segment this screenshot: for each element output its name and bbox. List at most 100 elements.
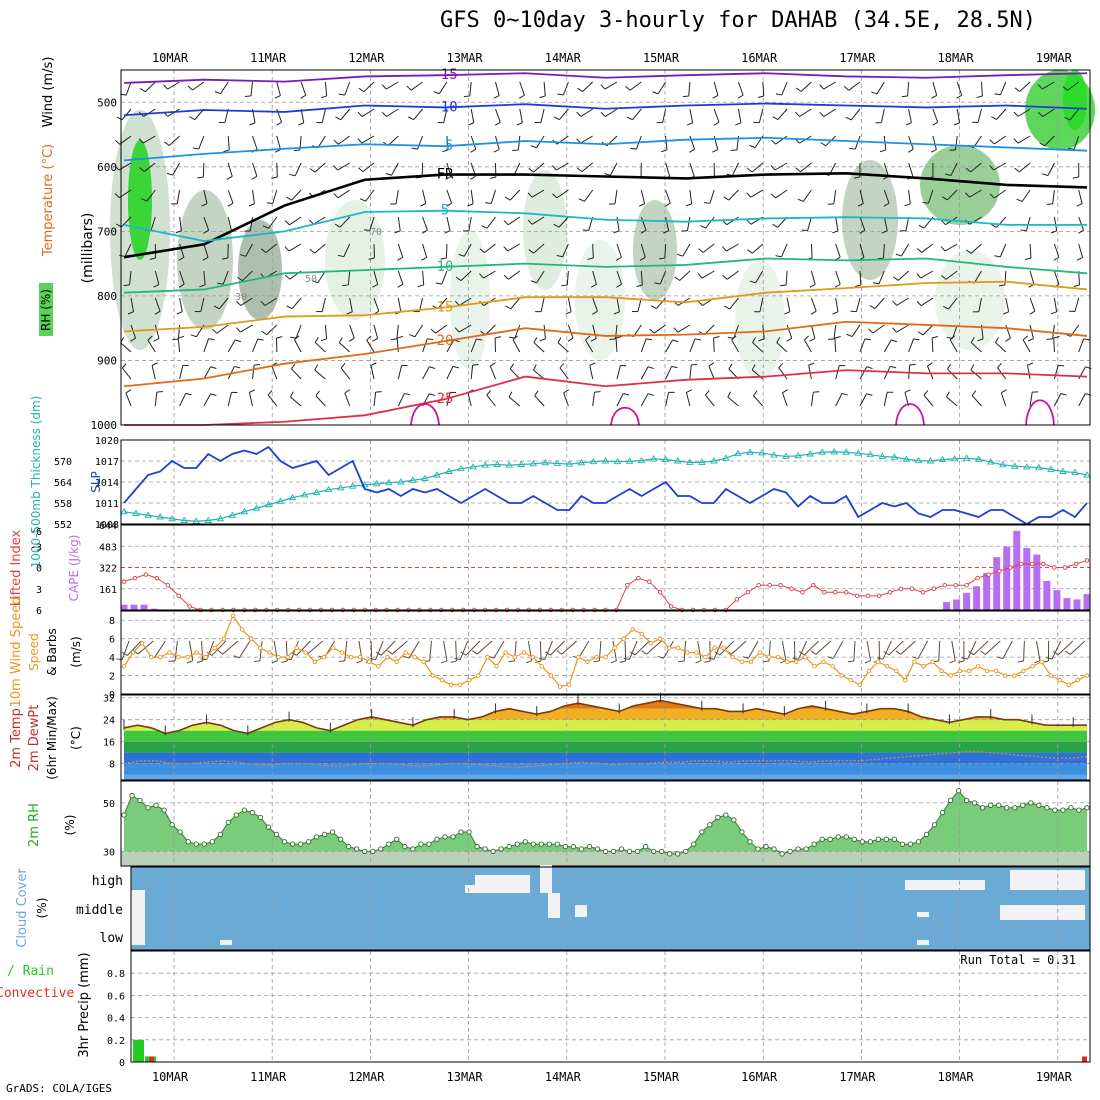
wind-barb-flag (686, 389, 693, 393)
isotherm-label: 15 (437, 300, 454, 316)
wind-speed-line-point (948, 673, 953, 678)
wind-barb-flag (1053, 256, 1060, 261)
wind-barb (1021, 189, 1031, 202)
wind-barb-flag (489, 176, 496, 179)
wind-barb-10m-flag (949, 660, 956, 664)
thickness-line-point (722, 454, 730, 461)
wind-barb-10m-flag (196, 660, 203, 663)
wind-barb-flag (504, 196, 511, 201)
lifted-index-axis-label: Lifted Index (9, 529, 24, 606)
wind-barb (463, 243, 472, 257)
wind-barb (810, 297, 817, 312)
wind-barb-flag (125, 389, 132, 394)
thickness-line-point (481, 461, 489, 468)
wind-barb-flag (1053, 336, 1060, 339)
thickness-line-point (385, 478, 393, 486)
wind-barb-flag (563, 389, 570, 394)
rh-line-point (193, 841, 199, 847)
wind-barb-flag (1029, 310, 1036, 315)
rh-line-point (723, 812, 729, 818)
thickness-line-point (698, 458, 706, 465)
wind-barb-flag (358, 87, 365, 93)
wind-barb-10m-flag (763, 660, 770, 663)
thickness-line-point (661, 455, 670, 463)
wind-speed-line-point (639, 631, 645, 637)
wind-barb-flag (841, 393, 848, 396)
wind-barb-flag (674, 276, 680, 281)
rh-line-point (707, 822, 713, 828)
precip-total-bar (133, 1039, 144, 1062)
wind-barb-flag (1016, 198, 1023, 202)
pressure-tick: 700 (97, 225, 117, 238)
wind-barb-flag (236, 327, 241, 333)
wind-barb (978, 297, 982, 312)
isotherm--5 (123, 136, 1088, 162)
lifted-index-line-point (898, 586, 904, 592)
wind-speed-line-point (1084, 673, 1090, 678)
wind-barb (290, 396, 302, 407)
rh-line-point (490, 848, 496, 855)
precip-conv-bar (149, 1056, 154, 1062)
lifted-index-line-point (953, 582, 958, 588)
rh-line-point (169, 822, 175, 828)
wind-speed-line-point (703, 654, 708, 660)
date-label-top: 10MAR (152, 51, 189, 65)
wind-barb-flag (210, 366, 217, 369)
precip-conv-bar (1082, 1056, 1087, 1062)
wind-barb (373, 270, 379, 285)
cloud-gap (131, 890, 145, 945)
thickness-line-point (1035, 463, 1043, 471)
wind-barb-10m (1057, 640, 1074, 656)
wind-barb-flag (178, 335, 185, 339)
temp-line (123, 699, 1087, 735)
lifted-index-line-point (964, 582, 969, 588)
wind-barb-flag (636, 284, 643, 288)
wind-barb (1029, 297, 1036, 312)
wind-barb-flag (452, 365, 459, 369)
wind-barb-flag (348, 337, 355, 342)
wind-barb (413, 108, 423, 121)
lifted-index-line-point (844, 590, 849, 595)
wind-barb-flag (891, 339, 898, 343)
wind-barb-flag (408, 116, 414, 121)
wind-barb-10m (713, 640, 723, 660)
wind-speed-line-point (412, 654, 417, 660)
wind-barb-10m (719, 640, 735, 656)
wind-barb-flag (381, 84, 387, 90)
wind-barb-flag (577, 87, 583, 92)
wind-barb-flag (749, 280, 756, 284)
wind-speed-line-point (712, 645, 717, 651)
lifted-index-line-point (1030, 561, 1035, 567)
wind-barb (908, 162, 914, 177)
wind-barb (373, 297, 380, 312)
wind-barb-flag (235, 339, 242, 343)
wind-speed-line-point (530, 654, 536, 660)
wind-barb-10m-flag (387, 650, 393, 655)
rh-line-point (225, 819, 231, 825)
temp-tick: 24 (103, 716, 115, 727)
rh-line-point (129, 792, 135, 799)
thickness-tick: 564 (54, 478, 72, 489)
wind-barb (835, 297, 839, 312)
wind-barb-flag (291, 363, 296, 370)
rh-line-point (289, 841, 296, 847)
wind-barb (227, 392, 232, 407)
rh-line-point (811, 841, 817, 847)
wind-barb (970, 162, 982, 173)
wind-barb (563, 392, 569, 407)
thickness-line-point (1083, 471, 1091, 478)
wind-barb-flag (333, 139, 339, 145)
rh-line-point (699, 829, 705, 835)
wind-barb-flag (904, 203, 911, 207)
wind-barb-flag (1013, 138, 1019, 144)
rh-line-point (779, 851, 785, 857)
thickness-line-point (372, 479, 381, 487)
wind-barb-flag (527, 219, 533, 225)
wind-barb-flag (197, 176, 204, 179)
wind-barb-flag (486, 390, 492, 396)
wind-barb (470, 108, 475, 123)
wind-speed-line-point (221, 636, 227, 641)
wind-speed-line-point (930, 659, 935, 664)
wind-barb (640, 216, 647, 231)
wind-barb (508, 396, 521, 407)
